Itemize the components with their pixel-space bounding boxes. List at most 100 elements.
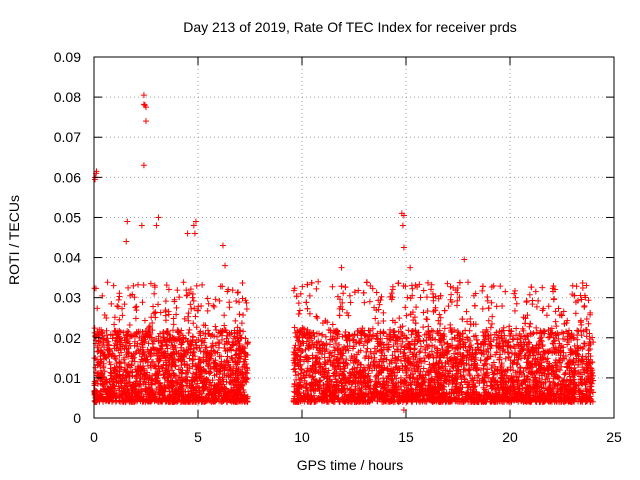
data-point xyxy=(116,358,123,365)
data-point xyxy=(162,298,169,305)
data-point xyxy=(238,320,245,327)
data-point xyxy=(189,357,196,364)
data-point xyxy=(199,281,206,288)
data-point xyxy=(101,311,108,318)
data-point xyxy=(552,318,559,325)
data-point xyxy=(200,322,207,329)
data-point xyxy=(134,340,141,347)
data-point xyxy=(117,393,124,400)
data-point xyxy=(499,303,506,310)
data-point xyxy=(164,379,171,386)
data-point xyxy=(175,329,182,336)
data-point xyxy=(146,323,153,330)
data-point xyxy=(244,367,251,374)
data-point xyxy=(512,294,519,301)
data-point xyxy=(97,362,104,369)
data-point xyxy=(141,317,148,324)
data-point xyxy=(209,340,216,347)
data-point xyxy=(159,392,166,399)
data-point xyxy=(163,282,170,289)
data-point xyxy=(159,342,166,349)
data-point xyxy=(186,289,193,296)
data-point xyxy=(232,393,239,400)
data-point xyxy=(100,352,107,359)
data-point xyxy=(373,289,380,296)
data-point xyxy=(104,341,111,348)
data-point xyxy=(169,344,176,351)
data-point xyxy=(174,287,181,294)
data-point xyxy=(107,369,114,376)
data-point xyxy=(132,315,139,322)
data-point xyxy=(121,345,128,352)
data-point xyxy=(233,365,240,372)
data-point xyxy=(155,301,162,308)
data-point xyxy=(121,354,128,361)
data-point xyxy=(187,382,194,389)
data-point xyxy=(485,305,492,312)
data-point xyxy=(125,284,132,291)
data-point xyxy=(234,324,241,331)
data-point xyxy=(152,314,159,321)
data-point xyxy=(120,329,127,336)
data-point xyxy=(165,311,172,318)
data-point xyxy=(445,303,452,310)
data-point xyxy=(113,379,120,386)
data-point xyxy=(187,301,194,308)
data-point xyxy=(463,308,470,315)
data-point xyxy=(587,345,594,352)
data-point xyxy=(126,373,133,380)
data-point xyxy=(164,328,171,335)
data-point xyxy=(484,366,491,373)
data-point xyxy=(485,317,492,324)
data-point xyxy=(201,348,208,355)
data-point xyxy=(129,382,136,389)
data-point xyxy=(110,378,117,385)
data-point xyxy=(116,316,123,323)
data-point xyxy=(221,322,228,329)
data-point xyxy=(156,357,163,364)
data-point xyxy=(225,373,232,380)
data-point xyxy=(127,364,134,371)
data-point xyxy=(204,295,211,302)
data-point xyxy=(212,363,219,370)
data-point xyxy=(190,370,197,377)
data-point xyxy=(217,365,224,372)
data-point xyxy=(138,341,145,348)
data-point xyxy=(107,331,114,338)
data-point xyxy=(193,344,200,351)
data-point xyxy=(144,356,151,363)
data-point xyxy=(418,343,425,350)
data-point xyxy=(467,315,474,322)
data-point xyxy=(202,344,209,351)
data-point xyxy=(119,377,126,384)
data-point xyxy=(222,347,229,354)
data-point xyxy=(447,283,454,290)
data-point xyxy=(200,358,207,365)
data-point xyxy=(211,303,218,310)
data-point xyxy=(192,362,199,369)
data-point xyxy=(100,364,107,371)
data-point xyxy=(142,328,149,335)
data-point xyxy=(155,363,162,370)
data-point xyxy=(243,306,250,313)
data-point xyxy=(201,367,208,374)
data-point xyxy=(213,333,220,340)
data-point xyxy=(154,375,161,382)
data-point xyxy=(146,390,153,397)
data-point xyxy=(243,299,250,306)
data-point xyxy=(101,386,108,393)
data-point xyxy=(552,308,559,315)
data-point xyxy=(489,313,496,320)
data-point xyxy=(170,315,177,322)
data-point xyxy=(376,301,383,308)
data-point xyxy=(229,287,236,294)
data-point xyxy=(193,371,200,378)
data-point xyxy=(135,281,142,288)
data-point xyxy=(193,282,200,289)
data-point xyxy=(423,294,430,301)
data-point xyxy=(126,321,133,328)
data-point xyxy=(99,292,106,299)
data-point xyxy=(329,283,336,290)
data-point xyxy=(232,317,239,324)
data-point xyxy=(132,304,139,311)
